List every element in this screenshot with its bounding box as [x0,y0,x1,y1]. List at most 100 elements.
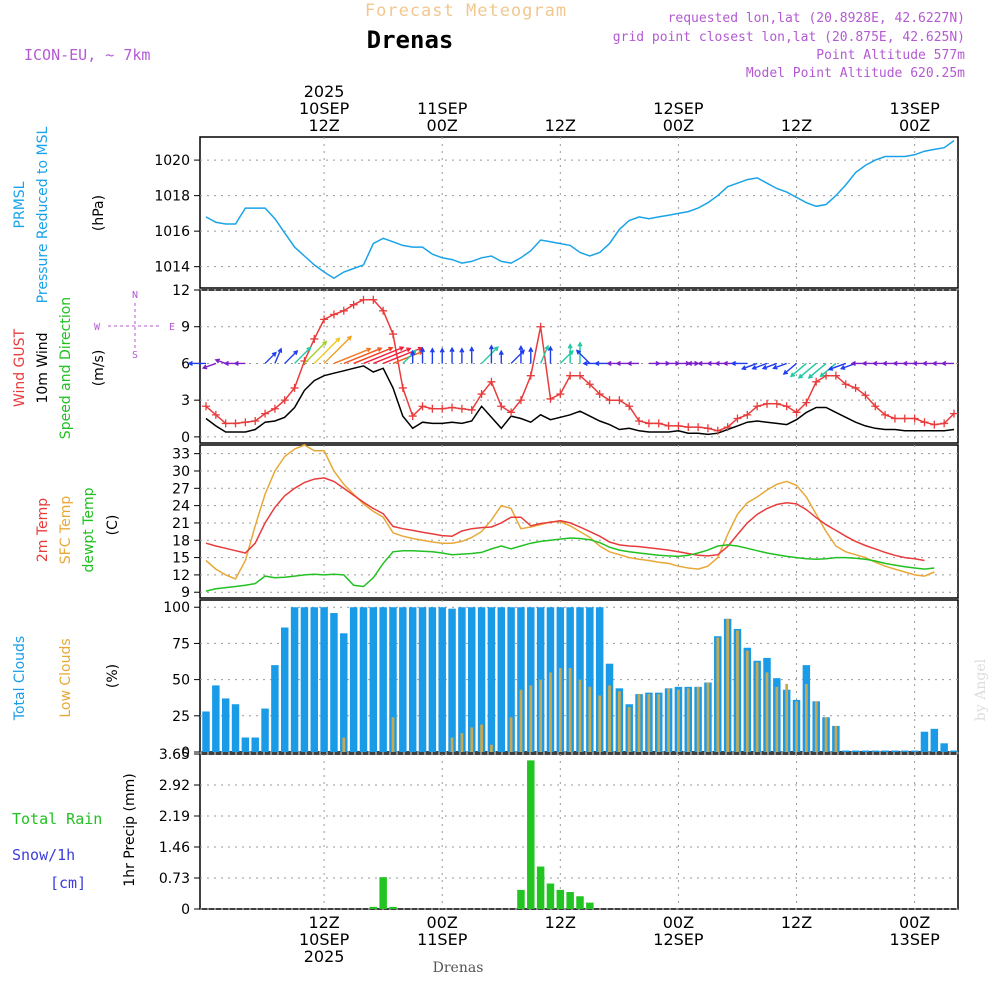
wind-direction-arrow [284,349,299,364]
y-tick-label: 1016 [154,224,190,240]
gust-marker [329,310,338,319]
wind-direction-arrow [547,345,554,364]
wind-direction-arrow [303,340,328,364]
gust-marker [211,410,220,419]
wind-direction-arrow [697,360,708,366]
y-tick-label: 24 [172,499,190,515]
gust-marker [457,404,466,413]
compass-e: E [169,322,175,333]
total-cloud-bar [340,633,348,752]
low-cloud-bar [549,672,552,752]
time-label-bottom: 13SEP [889,930,940,949]
rain-bar [379,877,387,909]
y-tick-label: 75 [172,636,190,652]
wind-direction-arrow [488,344,494,364]
compass-key: N W E S [94,290,175,361]
rain-bar [546,883,555,909]
wind-direction-arrow [294,346,312,364]
gust-marker [605,396,614,405]
panel-frame [199,136,959,289]
wind-direction-arrow [481,346,499,364]
rain-bar [517,889,525,909]
time-label-bottom: 2025 [304,947,345,966]
wind-direction-arrow [761,362,778,370]
point-altitude: Point Altitude 577m [816,48,965,63]
time-label-top: 13SEP [889,99,940,118]
compass-s: S [132,350,138,361]
model-label: ICON-EU, ~ 7km [24,46,150,64]
rain-bar [586,902,594,909]
wind-direction-arrow [469,346,475,364]
time-label-top: 00Z [663,116,694,135]
y-tick-label: 33 [172,447,190,463]
low-cloud-bar [617,691,621,752]
low-cloud-bar [539,679,543,752]
y-tick-label: 30 [172,464,190,480]
wind-direction-arrow [751,362,768,370]
low-cloud-bar [795,701,798,752]
gust-marker [448,403,457,412]
low-cloud-bar [568,668,572,752]
total-cloud-bar [271,665,279,752]
gust-marker [615,396,624,405]
y-tick-label: 21 [172,516,190,532]
pressure-label-prmsl: PRMSL [12,181,28,228]
gust-marker [369,295,378,304]
time-label-bottom: 12SEP [653,930,704,949]
low-cloud-bar [726,618,730,752]
low-cloud-bar [736,630,739,752]
gust-marker [202,402,210,411]
total-cloud-bar [359,607,368,752]
total-cloud-bar [871,750,880,752]
chart-subtitle: Forecast Meteogram [365,1,567,21]
wind-direction-arrow [343,347,383,365]
gust-marker [576,371,584,380]
gust-marker [408,412,417,421]
panel-4: 0 0.73 1.46 2.19 2.92 3.65 [159,747,959,918]
wind-direction-arrow [658,360,671,366]
low-cloud-bar [755,662,759,752]
gust-marker [674,421,683,430]
wind-direction-arrow [233,360,246,366]
wind-direction-arrow [323,335,353,364]
rain-bar [527,760,535,909]
gust-marker [261,409,270,418]
wind-direction-arrow [528,346,534,364]
gust-marker [910,414,919,423]
y-tick-label: 1020 [154,153,190,169]
total-cloud-bar [477,607,486,752]
gust-marker [644,419,653,428]
low-cloud-bar [460,733,464,752]
total-cloud-bar [901,750,909,752]
total-cloud-bar [950,750,958,752]
gust-marker [389,330,397,339]
low-cloud-bar [578,679,582,752]
gust-marker [280,396,289,405]
low-cloud-bar [814,701,818,752]
gust-marker [270,404,279,413]
time-label-top: 12Z [308,116,339,135]
low-cloud-bar [785,683,789,752]
wind-dir-label: Speed and Direction [58,297,74,439]
clouds-unit: (%) [105,664,121,688]
total-cloud-bar [428,607,437,752]
total-cloud-bar [231,704,240,752]
time-label-bottom: 12Z [781,913,812,932]
gust-marker [418,402,427,411]
low-cloud-bar [637,694,641,752]
gust-marker [763,399,771,408]
y-tick-label: 0 [181,430,190,446]
gust-marker [585,380,594,389]
gust-marker [890,414,899,423]
low-cloud-bar [765,672,769,752]
time-label-bottom: 11SEP [417,930,468,949]
gust-marker [831,371,840,380]
panel-0: 1014 1016 1018 1020 [154,136,959,289]
total-cloud-bar [349,607,358,752]
footer-station: Drenas [433,960,484,976]
temp-dew-label: dewpt Temp [81,487,97,572]
y-tick-label: 1018 [154,189,190,205]
temp-unit: (C) [105,515,121,536]
low-cloud-bar [529,685,533,752]
total-cloud-bar [595,607,604,752]
